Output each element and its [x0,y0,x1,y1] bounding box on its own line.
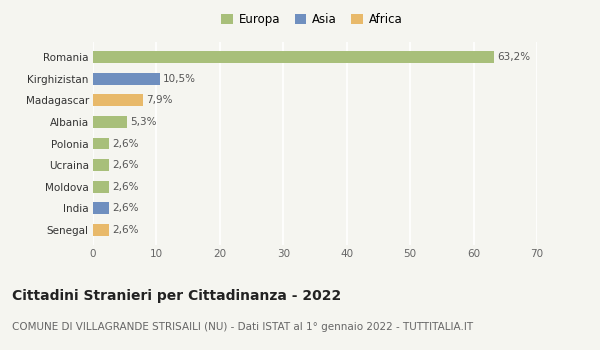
Bar [93,94,143,106]
Bar [93,51,494,63]
Bar [93,138,109,149]
Text: COMUNE DI VILLAGRANDE STRISAILI (NU) - Dati ISTAT al 1° gennaio 2022 - TUTTITALI: COMUNE DI VILLAGRANDE STRISAILI (NU) - D… [12,322,473,332]
Text: 2,6%: 2,6% [113,182,139,192]
Bar [93,73,160,85]
Legend: Europa, Asia, Africa: Europa, Asia, Africa [221,13,403,26]
Text: 7,9%: 7,9% [146,95,173,105]
Text: 63,2%: 63,2% [497,52,530,62]
Bar [93,202,109,214]
Text: 2,6%: 2,6% [113,160,139,170]
Bar [93,159,109,171]
Text: 2,6%: 2,6% [113,139,139,148]
Bar [93,116,127,128]
Bar [93,181,109,192]
Text: 2,6%: 2,6% [113,203,139,213]
Text: 10,5%: 10,5% [163,74,196,84]
Text: Cittadini Stranieri per Cittadinanza - 2022: Cittadini Stranieri per Cittadinanza - 2… [12,289,341,303]
Bar [93,224,109,236]
Text: 2,6%: 2,6% [113,225,139,235]
Text: 5,3%: 5,3% [130,117,156,127]
